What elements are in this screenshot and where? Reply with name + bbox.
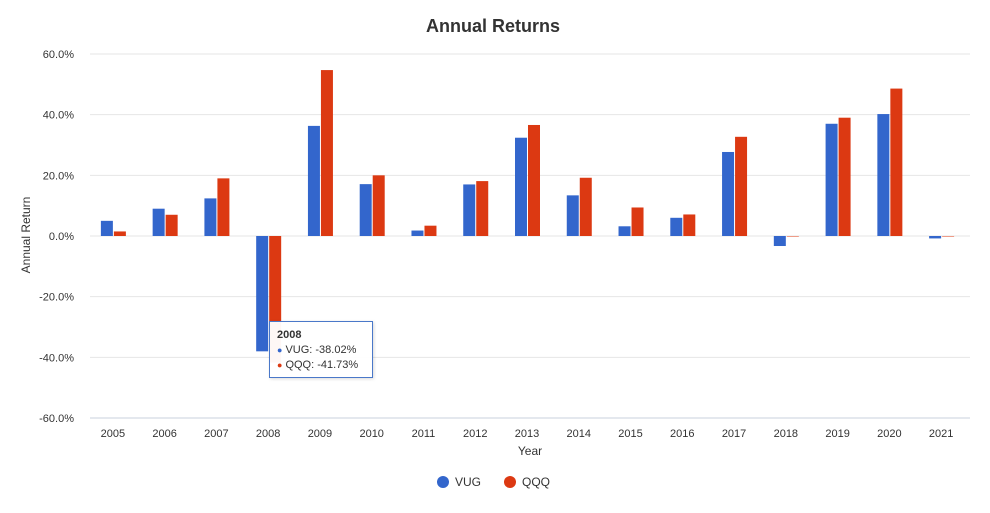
legend-label-vug[interactable]: VUG [455, 475, 481, 489]
x-tick-label: 2009 [308, 428, 332, 440]
bar-vug-2017[interactable] [722, 151, 735, 236]
x-tick-label: 2021 [929, 428, 953, 440]
bar-vug-2011[interactable] [411, 230, 424, 236]
bar-vug-2021[interactable] [929, 236, 942, 239]
y-axis-ticks: 60.0% 40.0% 20.0% 0.0% -20.0% -40.0% -60.0% [39, 49, 74, 425]
y-tick-label: -40.0% [39, 352, 74, 364]
bar-qqq-2021[interactable] [942, 236, 955, 237]
bar-qqq-2017[interactable] [735, 136, 748, 236]
bar-vug-2005[interactable] [100, 220, 113, 236]
bar-vug-2006[interactable] [152, 208, 165, 236]
tooltip-row-vug: ● VUG: -38.02% [277, 343, 365, 358]
x-tick-label: 2018 [774, 428, 798, 440]
tooltip-qqq-value: QQQ: -41.73% [285, 359, 359, 371]
bar-qqq-2005[interactable] [113, 231, 126, 236]
x-tick-label: 2008 [256, 428, 280, 440]
bars [100, 70, 955, 363]
chart-title: Annual Returns [426, 16, 560, 36]
bar-vug-2009[interactable] [307, 125, 320, 236]
bar-vug-2015[interactable] [618, 226, 631, 236]
y-tick-label: 60.0% [43, 49, 74, 61]
bar-vug-2019[interactable] [825, 123, 838, 236]
bar-vug-2008[interactable] [256, 236, 269, 352]
bar-qqq-2009[interactable] [320, 70, 333, 237]
bar-vug-2012[interactable] [463, 184, 476, 236]
y-tick-label: 40.0% [43, 110, 74, 122]
legend[interactable]: VUG QQQ [437, 475, 550, 489]
x-tick-label: 2014 [567, 428, 591, 440]
bar-qqq-2014[interactable] [579, 177, 592, 236]
y-tick-label: -60.0% [39, 413, 74, 425]
bar-qqq-2010[interactable] [372, 175, 385, 236]
x-tick-label: 2019 [825, 428, 849, 440]
x-axis-ticks: 2005 2006 2007 2008 2009 2010 2011 2012 2013 2014… [101, 428, 954, 440]
x-tick-label: 2020 [877, 428, 901, 440]
bar-vug-2014[interactable] [566, 195, 579, 236]
x-tick-label: 2013 [515, 428, 539, 440]
hover-tooltip: 2008 ● VUG: -38.02% ● QQQ: -41.73% [269, 321, 373, 378]
bar-vug-2013[interactable] [515, 137, 527, 236]
bar-qqq-2013[interactable] [528, 124, 540, 236]
tooltip-title: 2008 [277, 329, 302, 341]
qqq-dot-icon: ● [277, 360, 283, 370]
x-tick-label: 2012 [463, 428, 487, 440]
bar-vug-2007[interactable] [204, 198, 217, 236]
x-tick-label: 2017 [722, 428, 746, 440]
tooltip-row-qqq: ● QQQ: -41.73% [277, 358, 365, 373]
x-axis-title: Year [518, 444, 542, 458]
x-tick-label: 2015 [618, 428, 642, 440]
x-tick-label: 2016 [670, 428, 694, 440]
vug-dot-icon: ● [277, 345, 283, 355]
y-axis-title: Annual Return [19, 197, 33, 274]
y-tick-label: -20.0% [39, 292, 74, 304]
x-tick-label: 2007 [204, 428, 228, 440]
legend-marker-qqq[interactable] [504, 476, 516, 488]
bar-qqq-2020[interactable] [890, 88, 903, 236]
x-tick-label: 2006 [152, 428, 176, 440]
bar-qqq-2018[interactable] [786, 236, 799, 237]
bar-qqq-2012[interactable] [476, 181, 489, 236]
tooltip-vug-value: VUG: -38.02% [285, 344, 357, 356]
bar-qqq-2006[interactable] [165, 214, 178, 236]
bar-vug-2016[interactable] [670, 217, 683, 236]
bar-vug-2010[interactable] [359, 184, 372, 236]
bar-vug-2018[interactable] [773, 236, 786, 247]
bar-qqq-2007[interactable] [217, 178, 230, 236]
bar-qqq-2016[interactable] [683, 214, 696, 236]
legend-label-qqq[interactable]: QQQ [522, 475, 550, 489]
bar-qqq-2011[interactable] [424, 225, 437, 236]
x-tick-label: 2010 [359, 428, 383, 440]
bar-vug-2020[interactable] [877, 114, 890, 236]
y-tick-label: 0.0% [49, 231, 74, 243]
y-tick-label: 20.0% [43, 170, 74, 182]
bar-qqq-2019[interactable] [838, 117, 851, 236]
x-tick-label: 2005 [101, 428, 125, 440]
legend-marker-vug[interactable] [437, 476, 449, 488]
x-tick-label: 2011 [412, 428, 436, 440]
bar-qqq-2015[interactable] [631, 207, 644, 236]
